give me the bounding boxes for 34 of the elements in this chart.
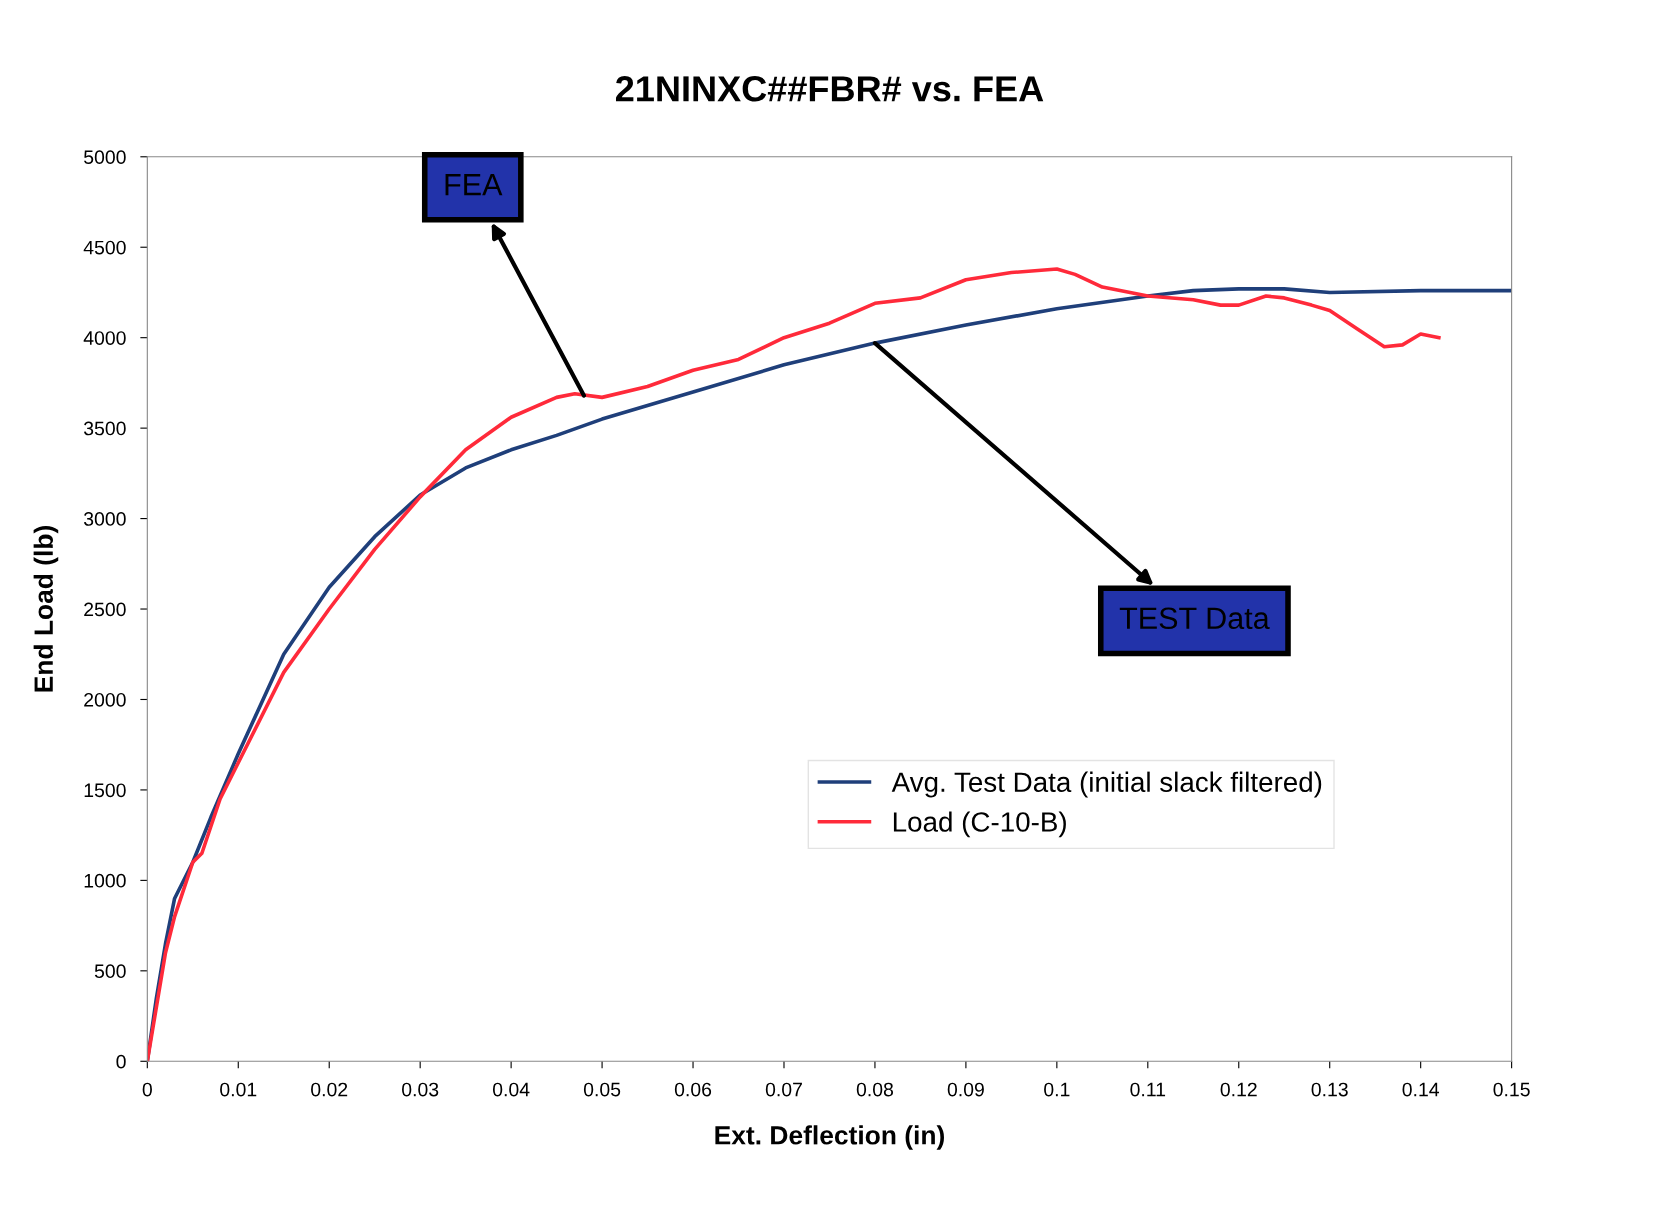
x-tick-label: 0 [142, 1082, 152, 1097]
y-tick-label: 3000 [83, 512, 126, 526]
y-tick-label: 1000 [84, 873, 126, 888]
x-tick-label: 0.03 [402, 1082, 439, 1097]
x-tick-label: 0.01 [220, 1082, 257, 1097]
y-tick-label: 1500 [84, 783, 126, 798]
y-tick-label: 500 [94, 964, 126, 979]
x-tick-label: 0.1 [1044, 1082, 1070, 1097]
y-tick-label: 5000 [84, 150, 126, 165]
legend-label: Load (C-10-B) [893, 811, 1066, 838]
x-tick-label: 0.15 [1493, 1082, 1530, 1097]
y-tick-label: 4000 [83, 331, 126, 345]
x-tick-label: 0.05 [583, 1082, 621, 1097]
x-tick-label: 0.12 [1220, 1082, 1257, 1097]
x-tick-label: 0.14 [1402, 1082, 1440, 1097]
legend-label: Avg. Test Data (initial slack filtered) [891, 771, 1322, 798]
y-tick-label: 2500 [84, 602, 126, 617]
x-tick-label: 0.04 [492, 1082, 530, 1097]
x-axis-title: Ext. Deflection (in) [715, 1125, 944, 1150]
annotation: FEA [445, 174, 503, 196]
chart-title: 21NINXC##FBR# vs. FEA [615, 76, 1044, 102]
x-tick-label: 0.07 [765, 1082, 802, 1097]
x-tick-label: 0.11 [1130, 1082, 1166, 1097]
annotation: TEST Data [1119, 607, 1270, 630]
x-tick-label: 0.06 [674, 1082, 712, 1097]
y-tick-label: 4500 [83, 240, 126, 255]
y-axis-title: End Load (lb) [33, 526, 59, 692]
y-tick-label: 2000 [84, 692, 126, 707]
x-tick-label: 0.08 [856, 1082, 894, 1097]
y-tick-label: 0 [116, 1054, 126, 1069]
x-tick-label: 0.02 [311, 1082, 348, 1097]
y-tick-label: 3500 [83, 421, 126, 436]
x-tick-label: 0.09 [947, 1082, 984, 1097]
x-tick-label: 0.13 [1311, 1082, 1348, 1097]
